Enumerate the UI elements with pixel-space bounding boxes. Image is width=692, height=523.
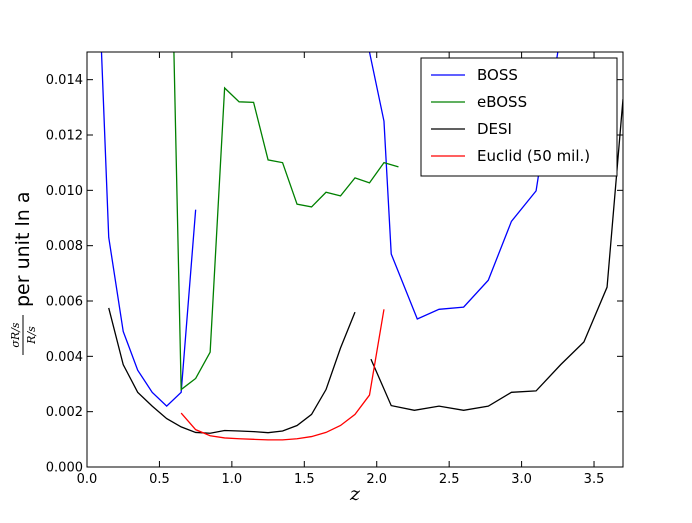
y-tick-label: 0.012 (46, 129, 83, 144)
series-line-boss-1 (100, 52, 197, 408)
x-tick-label: 1.5 (294, 472, 315, 487)
x-tick-label: 0.5 (149, 472, 170, 487)
series-line-desi-1 (108, 307, 356, 434)
legend-label-euclid-50-mil: Euclid (50 mil.) (477, 147, 590, 165)
legend: BOSS eBOSS DESI Euclid (50 mil.) (420, 57, 618, 177)
series-line-eboss-1 (173, 52, 399, 391)
x-tick-label: 1.0 (222, 472, 243, 487)
x-tick-label: 3.5 (584, 472, 605, 487)
x-tick-label: 2.5 (439, 472, 460, 487)
legend-label-desi: DESI (477, 120, 512, 138)
y-tick-label: 0.014 (46, 73, 83, 88)
x-tick-label: 0.0 (77, 472, 98, 487)
y-tick-label: 0.004 (46, 350, 83, 365)
y-tick-label: 0.002 (46, 405, 83, 420)
y-axis-label-suffix: per unit ln a (12, 192, 34, 307)
x-tick-label: 3.0 (511, 472, 532, 487)
y-tick-label: 0.000 (46, 461, 83, 476)
y-tick-label: 0.008 (46, 239, 83, 254)
y-tick-label: 0.006 (46, 295, 83, 310)
x-axis-label: z (349, 483, 361, 505)
x-tick-label: 2.0 (366, 472, 387, 487)
plot-frame (86, 51, 624, 468)
y-axis-label-denominator: R/s (25, 326, 38, 345)
series-line-euclid-50-mil-1 (180, 309, 385, 441)
series-line-desi-2 (370, 98, 623, 411)
y-tick-label: 0.010 (46, 184, 83, 199)
legend-label-eboss: eBOSS (477, 93, 527, 111)
legend-label-boss: BOSS (477, 66, 518, 84)
y-axis-label: σR/s R/s per unit ln a (9, 192, 38, 355)
y-axis-label-numerator: σR/s (9, 322, 22, 347)
series-line-boss-2 (368, 52, 559, 320)
